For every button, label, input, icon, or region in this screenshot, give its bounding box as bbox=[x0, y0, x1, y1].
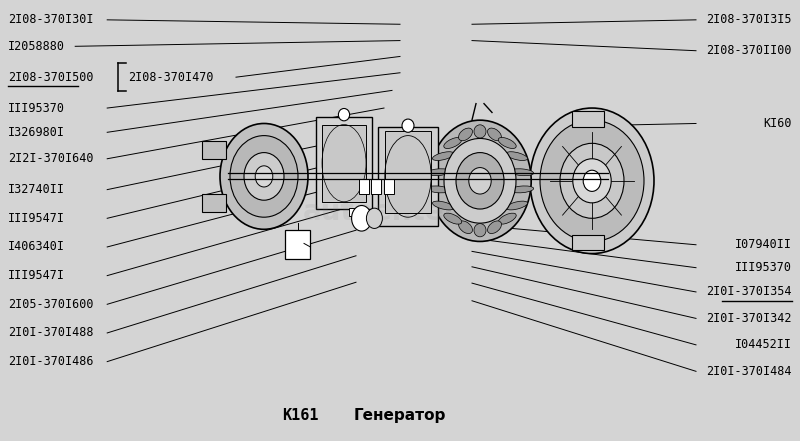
Text: I07940II: I07940II bbox=[735, 238, 792, 251]
Text: 2I0I-370I484: 2I0I-370I484 bbox=[706, 365, 792, 378]
Text: 2I08-370I470: 2I08-370I470 bbox=[128, 71, 214, 84]
Ellipse shape bbox=[540, 120, 644, 242]
Text: 2I08-370II00: 2I08-370II00 bbox=[706, 44, 792, 57]
Bar bbox=[572, 111, 604, 127]
Ellipse shape bbox=[487, 128, 502, 141]
Ellipse shape bbox=[244, 153, 284, 200]
Bar bbox=[358, 179, 370, 194]
Ellipse shape bbox=[426, 186, 450, 193]
Ellipse shape bbox=[352, 206, 371, 231]
Ellipse shape bbox=[230, 136, 298, 217]
Ellipse shape bbox=[444, 138, 516, 223]
Text: autoenter.ru: autoenter.ru bbox=[302, 198, 498, 226]
Ellipse shape bbox=[510, 186, 534, 193]
Ellipse shape bbox=[573, 159, 611, 203]
Bar bbox=[385, 131, 431, 213]
Bar bbox=[322, 124, 366, 202]
Ellipse shape bbox=[456, 153, 504, 209]
Text: 2I0I-370I486: 2I0I-370I486 bbox=[8, 355, 94, 368]
Ellipse shape bbox=[444, 138, 462, 149]
Text: 2I08-370I500: 2I08-370I500 bbox=[8, 71, 94, 84]
Text: I04452II: I04452II bbox=[735, 338, 792, 351]
Ellipse shape bbox=[560, 143, 624, 218]
Text: 2I05-370I600: 2I05-370I600 bbox=[8, 298, 94, 311]
Ellipse shape bbox=[338, 108, 350, 121]
Ellipse shape bbox=[255, 166, 273, 187]
Ellipse shape bbox=[220, 123, 308, 229]
Ellipse shape bbox=[510, 169, 534, 176]
Bar bbox=[378, 127, 438, 226]
Text: 2I08-370I30I: 2I08-370I30I bbox=[8, 13, 94, 26]
Text: III95370: III95370 bbox=[8, 101, 65, 115]
Text: III9547I: III9547I bbox=[8, 269, 65, 282]
Ellipse shape bbox=[426, 169, 450, 176]
Ellipse shape bbox=[498, 213, 516, 224]
Ellipse shape bbox=[444, 213, 462, 224]
Text: I32740II: I32740II bbox=[8, 183, 65, 196]
Ellipse shape bbox=[402, 119, 414, 132]
Text: КI60: КI60 bbox=[763, 117, 792, 130]
Ellipse shape bbox=[583, 170, 601, 191]
Text: 2I2I-370I640: 2I2I-370I640 bbox=[8, 152, 94, 165]
Text: 2I08-370I3I5: 2I08-370I3I5 bbox=[706, 13, 792, 26]
Text: 2I0I-370I354: 2I0I-370I354 bbox=[706, 285, 792, 299]
Bar bbox=[202, 141, 226, 159]
Text: I2058880: I2058880 bbox=[8, 40, 65, 53]
Text: Генератор: Генератор bbox=[354, 408, 446, 423]
Ellipse shape bbox=[429, 120, 531, 242]
Ellipse shape bbox=[458, 128, 473, 141]
Ellipse shape bbox=[530, 108, 654, 254]
Text: I326980I: I326980I bbox=[8, 126, 65, 139]
Ellipse shape bbox=[433, 152, 454, 161]
Bar bbox=[202, 194, 226, 212]
Ellipse shape bbox=[474, 224, 486, 237]
Ellipse shape bbox=[506, 152, 527, 161]
Ellipse shape bbox=[469, 168, 491, 194]
Text: 2I0I-370I342: 2I0I-370I342 bbox=[706, 312, 792, 325]
Bar bbox=[384, 179, 394, 194]
Bar bbox=[370, 179, 381, 194]
Ellipse shape bbox=[433, 201, 454, 210]
Bar bbox=[349, 208, 363, 216]
Text: К161: К161 bbox=[282, 408, 318, 423]
Ellipse shape bbox=[487, 221, 502, 234]
Text: I406340I: I406340I bbox=[8, 240, 65, 254]
Text: III95370: III95370 bbox=[735, 261, 792, 274]
Bar bbox=[285, 230, 310, 259]
Ellipse shape bbox=[366, 208, 382, 228]
Ellipse shape bbox=[506, 201, 527, 210]
Ellipse shape bbox=[498, 138, 516, 149]
Ellipse shape bbox=[474, 125, 486, 138]
Bar bbox=[316, 117, 372, 209]
Bar bbox=[572, 235, 604, 250]
Ellipse shape bbox=[458, 221, 473, 234]
Text: 2I0I-370I488: 2I0I-370I488 bbox=[8, 326, 94, 340]
Text: III9547I: III9547I bbox=[8, 212, 65, 225]
